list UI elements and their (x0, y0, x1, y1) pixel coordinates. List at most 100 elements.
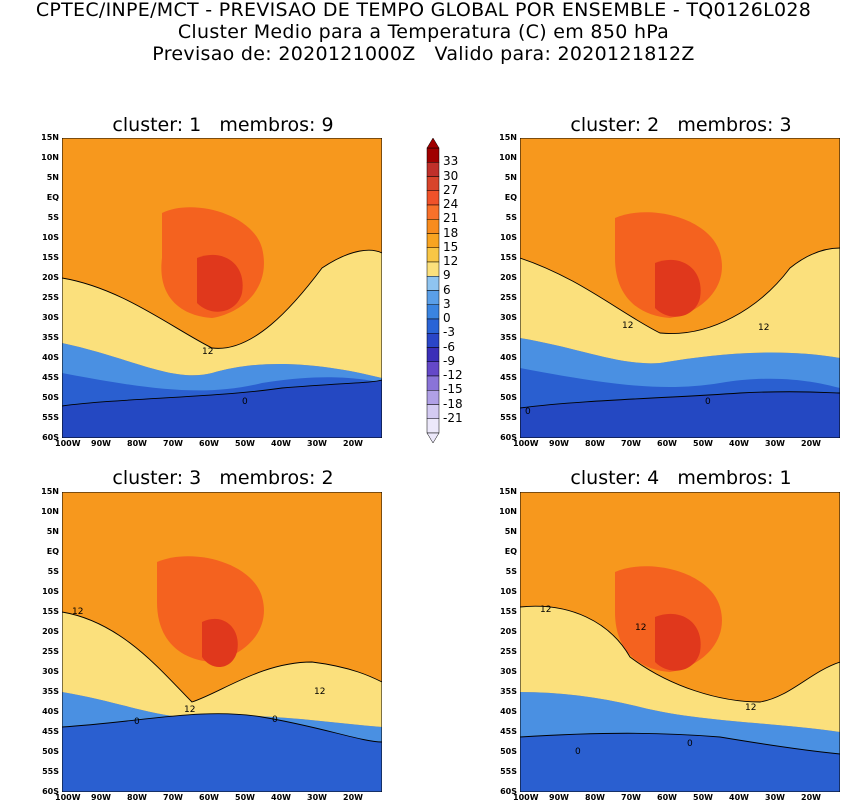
colorbar-label: -21 (443, 410, 463, 425)
panel-2-lat-label: 45S (500, 373, 517, 382)
colorbar-swatch (426, 390, 440, 405)
panel-2-lon-label: 90W (549, 439, 569, 448)
panel-3-lon-label: 50W (235, 793, 255, 802)
panel-4-lat-label: 10S (500, 587, 517, 596)
colorbar-label: 9 (443, 268, 451, 283)
panel-2-lon-label: 80W (585, 439, 605, 448)
panel-2-lon-label: 30W (765, 439, 785, 448)
panel-4-contours (520, 605, 840, 755)
panel-1-lat-label: 55S (42, 413, 59, 422)
colorbar-swatch (426, 333, 440, 348)
panel-2-contour-label-12b: 12 (758, 323, 769, 333)
colorbar-top-arrow (426, 138, 440, 149)
colorbar-swatch (426, 233, 440, 248)
panel-3-contours (62, 611, 382, 743)
panel-1-lon-label: 70W (163, 439, 183, 448)
panel-1-contours (62, 249, 382, 407)
panel-1-map: 12 0 (62, 138, 382, 438)
panel-3-contour-label-0b: 0 (272, 715, 278, 725)
panel-1-title: cluster: 1 membros: 9 (112, 114, 334, 136)
panel-2-lat-label: 35S (500, 333, 517, 342)
colorbar-label: 18 (443, 225, 459, 240)
panel-4-lat-label: 20S (500, 627, 517, 636)
panel-2-lat-label: 15S (500, 253, 517, 262)
panel-3-contour-label-12c: 12 (314, 687, 325, 697)
panel-4-lon-label: 100W (513, 793, 539, 802)
panel-2-contour-label-0a: 0 (525, 407, 531, 417)
colorbar-label: 12 (443, 254, 459, 268)
panel-1-lat-label: 5N (46, 173, 59, 182)
panel-4-lon-label: 70W (621, 793, 641, 802)
panel-3-lat-label: 55S (42, 767, 59, 776)
panel-4-title: cluster: 4 membros: 1 (570, 467, 792, 489)
panel-4-lat-label: 40S (500, 707, 517, 716)
panel-1-lat-label: 60S (42, 433, 59, 442)
colorbar-label: 24 (443, 197, 459, 211)
panel-2-title: cluster: 2 membros: 3 (570, 114, 792, 136)
panel-3-lon-label: 40W (271, 793, 291, 802)
colorbar-label: 33 (443, 154, 459, 169)
panel-1-lat-label: EQ (46, 193, 59, 202)
colorbar-bottom-arrow (426, 432, 440, 443)
panel-2-contours (520, 247, 840, 409)
panel-4-lon-label: 90W (549, 793, 569, 802)
panel-2-fill (520, 138, 840, 438)
colorbar-label: -12 (443, 368, 463, 382)
colorbar-swatch (426, 318, 440, 334)
panel-1-lon-label: 20W (343, 439, 363, 448)
colorbar-swatch (426, 375, 440, 391)
panel-4-lat-label: 5S (505, 567, 517, 576)
panel-4-contour-label-0a: 0 (575, 747, 581, 757)
panel-2-lat-label: 40S (500, 353, 517, 362)
panel-4-lat-label: 15N (499, 487, 517, 496)
panel-4-contour-label-12b: 12 (635, 623, 646, 633)
colorbar-label: -3 (443, 325, 455, 340)
panel-4-lat-label: 50S (500, 747, 517, 756)
panel-3-lat-label: 5N (46, 527, 59, 536)
panel-3-lon-label: 30W (307, 793, 327, 802)
colorbar-label: -15 (443, 382, 463, 397)
colorbar-label: -18 (443, 396, 463, 411)
panel-1-lon-label: 30W (307, 439, 327, 448)
panel-3-lat-label: 50S (42, 747, 59, 756)
panel-2-lat-label: 60S (500, 433, 517, 442)
colorbar-swatch (426, 247, 440, 263)
panel-2-lon-label: 100W (513, 439, 539, 448)
panel-2-lat-label: 20S (500, 273, 517, 282)
main-title-line-2: Cluster Medio para a Temperatura (C) em … (177, 21, 670, 43)
colorbar-swatch (426, 204, 440, 220)
panel-1-lon-label: 40W (271, 439, 291, 448)
colorbar-swatch (426, 261, 440, 277)
panel-3-lon-label: 20W (343, 793, 363, 802)
panel-2-lat-label: 50S (500, 393, 517, 402)
panel-1-lat-label: 40S (42, 353, 59, 362)
panel-2-lon-label: 70W (621, 439, 641, 448)
colorbar-swatch (426, 147, 440, 163)
panel-1-lat-label: 10N (41, 153, 59, 162)
colorbar-label: 27 (443, 182, 459, 197)
panel-3-lat-label: 60S (42, 787, 59, 796)
colorbar-swatch (426, 304, 440, 320)
panel-2-map: 12 12 0 0 (520, 138, 840, 438)
panel-1-lat-label: 30S (42, 313, 59, 322)
colorbar-label: -9 (443, 353, 455, 368)
panel-2-contour-label-0b: 0 (705, 397, 711, 407)
panel-3-title: cluster: 3 membros: 2 (112, 467, 334, 489)
colorbar-swatch (426, 219, 440, 234)
panel-4-lat-label: 35S (500, 687, 517, 696)
colorbar-swatch (426, 162, 440, 177)
panel-1-lat-label: 5S (47, 213, 59, 222)
colorbar-swatch (426, 176, 440, 191)
panel-4-lon-label: 40W (729, 793, 749, 802)
panel-3-contour-label-12a: 12 (72, 607, 83, 617)
panel-1-contour-label-12: 12 (202, 347, 213, 357)
panel-3-lat-label: 10S (42, 587, 59, 596)
panel-3-contour-label-0a: 0 (134, 717, 140, 727)
panel-3-lat-label: 10N (41, 507, 59, 516)
panel-4-contour-label-12c: 12 (745, 703, 756, 713)
panel-2-lat-label: 30S (500, 313, 517, 322)
panel-1-lat-label: 50S (42, 393, 59, 402)
panel-3-lon-label: 90W (91, 793, 111, 802)
colorbar-swatch (426, 404, 440, 419)
panel-4-lat-label: EQ (504, 547, 517, 556)
